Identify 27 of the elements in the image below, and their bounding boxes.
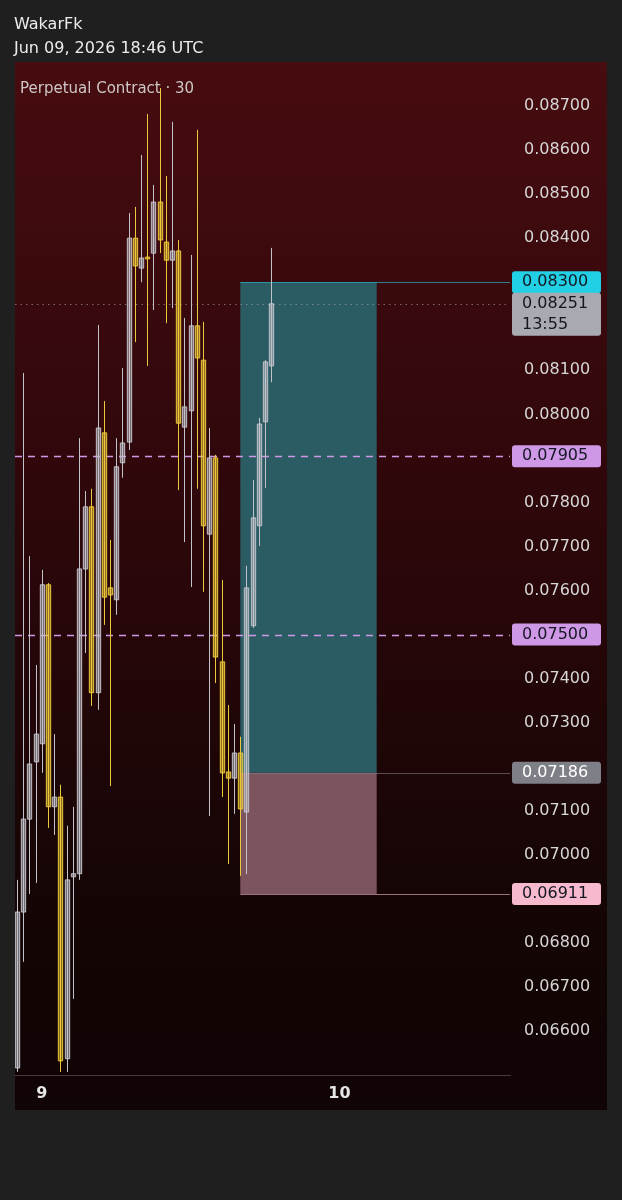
y-tick-label: 0.07600 <box>524 579 591 599</box>
y-tick-label: 0.08500 <box>524 183 591 203</box>
ref-line-label: 0.07186 <box>522 762 589 782</box>
y-tick-label: 0.08100 <box>524 359 591 379</box>
ref-line-label: 0.07905 <box>522 445 589 465</box>
y-tick-label: 0.07400 <box>524 667 591 687</box>
y-tick-label: 0.07700 <box>524 535 591 555</box>
y-tick-label: 0.08700 <box>524 95 591 115</box>
y-tick-label: 0.08600 <box>524 139 591 159</box>
y-tick-label: 0.07000 <box>524 843 591 863</box>
y-tick-label: 0.06700 <box>524 976 591 996</box>
text: Jun 09, 2026 18:46 UTC <box>14 37 204 59</box>
text: WakarFk <box>14 13 84 35</box>
y-tick-label: 0.08400 <box>524 227 591 247</box>
ref-line-label: 0.08251 13:55 <box>522 292 589 333</box>
y-tick-label: 0.07100 <box>524 799 591 819</box>
y-tick-label: 0.08000 <box>524 403 591 423</box>
y-tick-label: 0.07800 <box>524 491 591 511</box>
y-tick-label: 0.06600 <box>524 1020 591 1040</box>
ref-line-label: 0.06911 <box>522 883 589 903</box>
ref-line-label: 0.07500 <box>522 623 589 643</box>
y-tick-label: 0.07300 <box>524 711 591 731</box>
ref-line-label: 0.08300 <box>522 271 589 291</box>
text: Perpetual Contract · 30 <box>20 78 195 98</box>
y-tick-label: 0.06800 <box>524 932 591 952</box>
x-tick-label: 9 <box>36 1082 48 1102</box>
x-tick-label: 10 <box>328 1082 351 1102</box>
